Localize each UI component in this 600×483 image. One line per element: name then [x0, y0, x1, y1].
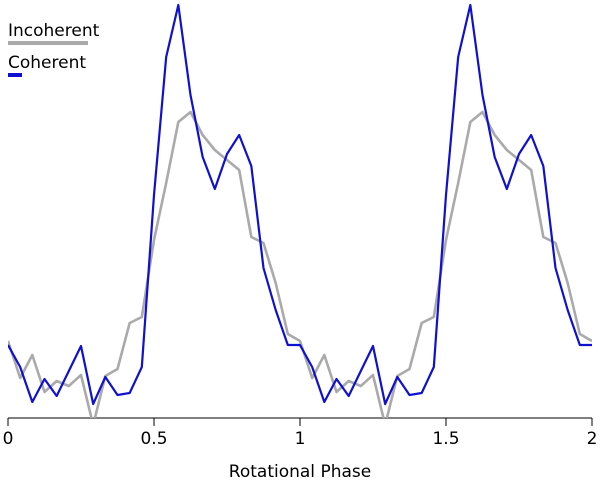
series-line — [8, 110, 592, 418]
plot-area — [8, 3, 592, 418]
x-tick-label: 2 — [587, 429, 598, 449]
series-line — [8, 3, 592, 406]
x-tick-label: 0.5 — [140, 429, 167, 449]
x-tick-label: 0 — [3, 429, 14, 449]
legend-label: Coherent — [8, 53, 86, 73]
x-tick-label: 1.5 — [432, 429, 459, 449]
legend-label: Incoherent — [8, 21, 100, 41]
x-axis-label: Rotational Phase — [229, 462, 371, 482]
x-tick-label: 1 — [295, 429, 306, 449]
